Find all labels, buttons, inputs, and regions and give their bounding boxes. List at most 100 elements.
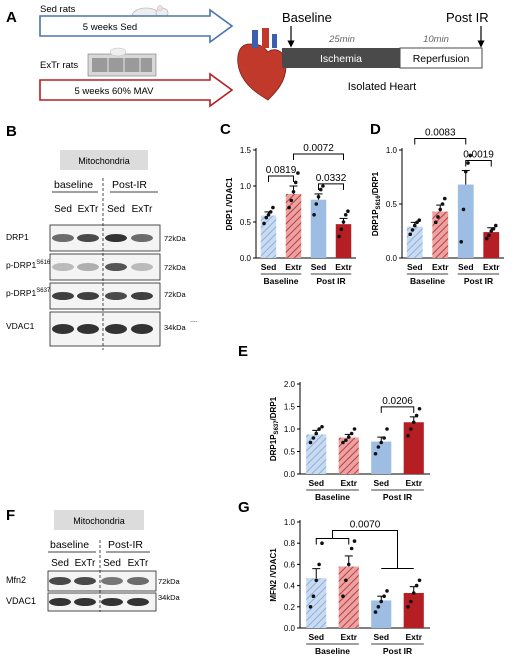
- panel-label-f: F: [6, 507, 15, 524]
- data-point: [318, 187, 323, 192]
- group-label: Post IR: [316, 276, 345, 286]
- group-label: Post IR: [383, 492, 412, 502]
- p-value-label: 0.0070: [350, 519, 381, 530]
- data-point: [337, 234, 341, 239]
- blot-band: [77, 234, 99, 242]
- data-point: [409, 427, 413, 431]
- blot-band: [131, 234, 153, 242]
- blot-band: [105, 324, 127, 334]
- data-point: [489, 229, 494, 233]
- y-tick-label: 2.0: [284, 380, 296, 389]
- blot-band: [52, 292, 74, 300]
- data-point: [414, 413, 419, 418]
- bar: [285, 193, 302, 258]
- lane-2-f: ExTr: [75, 558, 96, 569]
- data-point: [411, 591, 416, 595]
- category-label: Extr: [405, 478, 422, 488]
- data-point: [346, 209, 350, 213]
- data-point: [266, 213, 271, 217]
- blot-label-pdrp1-s616: p-DRP1S616: [6, 260, 51, 270]
- bar: [406, 226, 423, 258]
- data-point: [291, 189, 296, 194]
- blot-stack-f: [47, 570, 157, 612]
- comparison-bracket: [293, 153, 344, 160]
- blot-band: [77, 292, 99, 300]
- group-baseline: baseline: [54, 179, 93, 191]
- y-tick-label: 1.0: [386, 146, 398, 155]
- blot-band: [105, 292, 127, 300]
- category-label: Sed: [373, 632, 389, 642]
- y-tick-label: 0.5: [284, 448, 296, 457]
- category-label: Extr: [335, 262, 352, 272]
- bar: [371, 600, 392, 628]
- bar: [483, 232, 500, 258]
- data-point: [264, 215, 269, 220]
- panel-f: F Mitochondria baseline Post-IR Sed ExTr…: [6, 507, 181, 612]
- comparison-bracket: [414, 138, 467, 145]
- category-label: Extr: [340, 632, 357, 642]
- data-point: [317, 427, 321, 431]
- blot-label-pdrp1-s637: p-DRP1S637: [6, 288, 51, 298]
- p-value-label: 0.0206: [382, 396, 413, 407]
- data-point: [493, 223, 498, 228]
- y-tick-label: 1.5: [284, 403, 296, 412]
- kda-mfn2: 72kDa: [158, 577, 181, 586]
- p-value-label: 0.0072: [303, 143, 334, 154]
- reperfusion-box: [399, 47, 483, 69]
- data-point: [308, 605, 313, 609]
- sed-arrow: [39, 8, 234, 44]
- data-point: [317, 562, 321, 567]
- data-point: [408, 232, 413, 237]
- treadmill-icon: [87, 47, 157, 77]
- panel-label-a: A: [6, 9, 17, 26]
- comparison-bracket: [315, 529, 414, 569]
- blot-band: [101, 598, 123, 606]
- category-label: Extr: [285, 262, 302, 272]
- data-point: [268, 210, 273, 214]
- data-point: [484, 236, 489, 241]
- data-point: [417, 406, 422, 411]
- svg-text:C: C: [220, 121, 231, 138]
- y-tick-label: 0.4: [284, 582, 296, 591]
- data-point: [406, 605, 410, 609]
- bar: [310, 199, 327, 258]
- data-point: [440, 202, 445, 206]
- mito-header-f: Mitochondria: [73, 516, 125, 526]
- data-point: [415, 220, 419, 225]
- blot-band: [105, 234, 127, 242]
- category-label: Sed: [407, 262, 423, 272]
- chart-e: E 0.0 0.5 1.0 1.5 2.0 DRP1PS637/DRP1 Sed Extr Se…: [238, 343, 430, 502]
- svg-text:G: G: [238, 499, 250, 516]
- data-point: [379, 599, 384, 604]
- comparison-bracket: [380, 406, 415, 413]
- data-point: [373, 610, 378, 614]
- blot-band: [131, 324, 153, 334]
- blot-label-mfn2: Mfn2: [6, 575, 26, 585]
- blot-band: [52, 234, 74, 242]
- data-point: [406, 433, 410, 438]
- lane-3-f: Sed: [103, 558, 121, 569]
- data-point: [314, 202, 319, 206]
- data-point: [289, 198, 294, 203]
- y-tick-label: 0.0: [284, 624, 296, 633]
- y-axis-label: DRP1PS637/DRP1: [269, 396, 280, 461]
- baseline-label: Baseline: [282, 10, 332, 25]
- kda-pdrp1-s637: 72kDa: [164, 290, 187, 299]
- sed-arrow-label: 5 weeks Sed: [83, 22, 137, 33]
- comparison-bracket: [465, 160, 492, 167]
- y-tick-label: 0.6: [284, 560, 296, 569]
- extr-arrow-label: 5 weeks 60% MAV: [74, 86, 154, 97]
- data-point: [417, 578, 422, 583]
- data-point: [296, 171, 300, 175]
- data-point: [466, 161, 470, 165]
- blot-band: [127, 598, 149, 606]
- data-point: [352, 539, 357, 543]
- data-point: [417, 218, 422, 222]
- y-tick-label: 0.0: [240, 254, 252, 263]
- group-label: Baseline: [315, 646, 350, 656]
- panel-a: A Sed rats 5 weeks Sed ExTr rats 5 weeks…: [6, 4, 489, 108]
- data-point: [262, 221, 266, 226]
- blot-band: [105, 263, 127, 271]
- data-point: [461, 207, 466, 212]
